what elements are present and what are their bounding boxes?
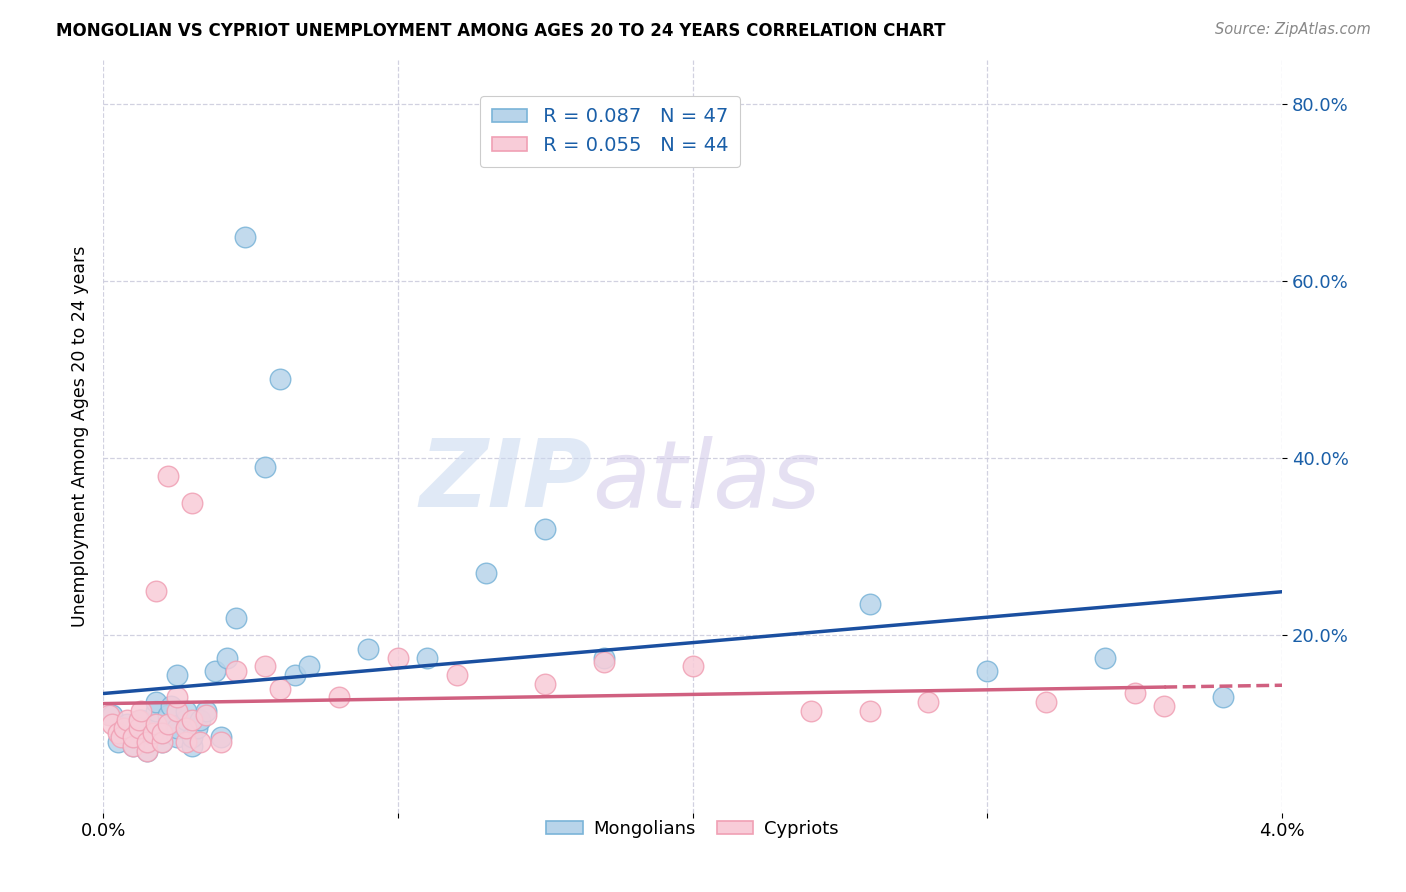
Point xyxy=(128,713,150,727)
Point xyxy=(136,735,159,749)
Point xyxy=(101,708,124,723)
Point xyxy=(150,735,173,749)
Point xyxy=(233,229,256,244)
Point xyxy=(858,704,880,718)
Point xyxy=(190,713,212,727)
Point xyxy=(593,655,616,669)
Point xyxy=(225,664,247,678)
Point xyxy=(446,668,468,682)
Point xyxy=(156,708,179,723)
Text: MONGOLIAN VS CYPRIOT UNEMPLOYMENT AMONG AGES 20 TO 24 YEARS CORRELATION CHART: MONGOLIAN VS CYPRIOT UNEMPLOYMENT AMONG … xyxy=(56,22,946,40)
Point xyxy=(136,743,159,757)
Point xyxy=(215,650,238,665)
Point xyxy=(357,641,380,656)
Point xyxy=(174,713,197,727)
Point xyxy=(166,722,188,736)
Point xyxy=(858,598,880,612)
Point xyxy=(121,731,143,745)
Point xyxy=(107,726,129,740)
Point xyxy=(976,664,998,678)
Point xyxy=(136,735,159,749)
Point xyxy=(174,735,197,749)
Point xyxy=(800,704,823,718)
Point xyxy=(121,739,143,753)
Point xyxy=(298,659,321,673)
Point xyxy=(136,726,159,740)
Point xyxy=(142,726,165,740)
Point xyxy=(174,722,197,736)
Point xyxy=(142,717,165,731)
Point xyxy=(593,650,616,665)
Point xyxy=(150,726,173,740)
Point xyxy=(1212,690,1234,705)
Point xyxy=(121,739,143,753)
Point xyxy=(128,722,150,736)
Point xyxy=(225,610,247,624)
Point xyxy=(156,717,179,731)
Point xyxy=(174,704,197,718)
Point xyxy=(269,681,291,696)
Point xyxy=(166,731,188,745)
Point xyxy=(475,566,498,581)
Point xyxy=(254,659,277,673)
Point xyxy=(166,704,188,718)
Point xyxy=(387,650,409,665)
Text: ZIP: ZIP xyxy=(419,435,592,527)
Point xyxy=(145,695,167,709)
Point xyxy=(1035,695,1057,709)
Point xyxy=(416,650,439,665)
Point xyxy=(195,708,218,723)
Point xyxy=(131,713,153,727)
Point xyxy=(145,704,167,718)
Point xyxy=(682,659,704,673)
Point xyxy=(166,690,188,705)
Point xyxy=(156,717,179,731)
Text: Source: ZipAtlas.com: Source: ZipAtlas.com xyxy=(1215,22,1371,37)
Point xyxy=(150,726,173,740)
Point xyxy=(180,731,202,745)
Point xyxy=(107,735,129,749)
Point xyxy=(917,695,939,709)
Point xyxy=(190,735,212,749)
Point xyxy=(534,677,557,691)
Point xyxy=(328,690,350,705)
Point xyxy=(254,460,277,475)
Point xyxy=(101,717,124,731)
Point xyxy=(156,469,179,483)
Point xyxy=(180,495,202,509)
Point xyxy=(180,739,202,753)
Point xyxy=(110,731,132,745)
Point xyxy=(136,743,159,757)
Point xyxy=(204,664,226,678)
Point xyxy=(186,722,208,736)
Point xyxy=(131,704,153,718)
Point xyxy=(150,735,173,749)
Point xyxy=(112,726,135,740)
Point xyxy=(115,713,138,727)
Y-axis label: Unemployment Among Ages 20 to 24 years: Unemployment Among Ages 20 to 24 years xyxy=(72,245,89,627)
Point xyxy=(166,668,188,682)
Point xyxy=(121,731,143,745)
Point xyxy=(1153,699,1175,714)
Point xyxy=(284,668,307,682)
Point xyxy=(269,371,291,385)
Point xyxy=(98,708,121,723)
Point xyxy=(1123,686,1146,700)
Point xyxy=(145,717,167,731)
Point xyxy=(128,722,150,736)
Point xyxy=(209,731,232,745)
Legend: Mongolians, Cypriots: Mongolians, Cypriots xyxy=(538,813,846,845)
Point xyxy=(195,704,218,718)
Point xyxy=(115,717,138,731)
Point xyxy=(209,735,232,749)
Point xyxy=(534,522,557,536)
Point xyxy=(180,713,202,727)
Point xyxy=(145,584,167,599)
Text: atlas: atlas xyxy=(592,436,821,527)
Point xyxy=(1094,650,1116,665)
Point xyxy=(160,699,183,714)
Point xyxy=(112,722,135,736)
